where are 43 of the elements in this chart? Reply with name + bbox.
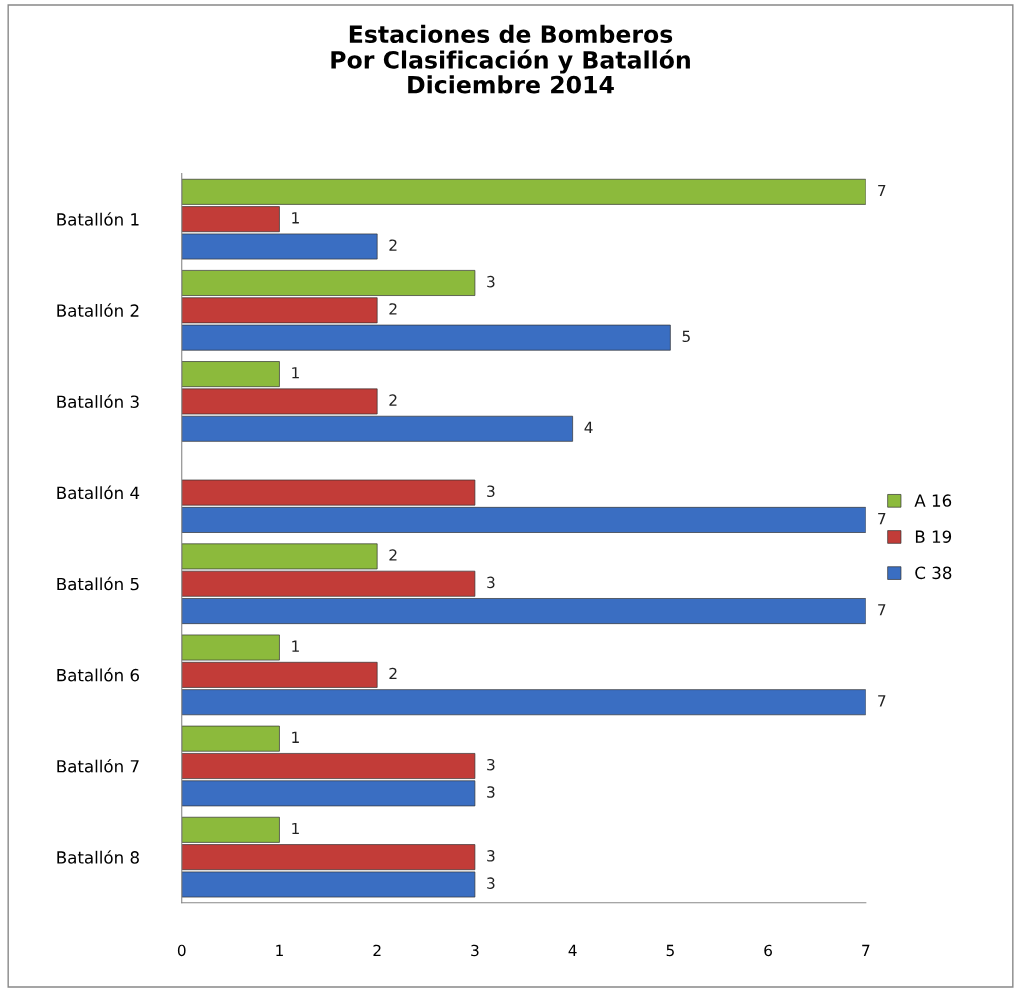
- legend-label: A 16: [914, 494, 952, 507]
- data-label: 2: [389, 667, 397, 680]
- data-label: 3: [487, 275, 495, 288]
- x-tick-label: 2: [373, 944, 381, 956]
- x-tick-label: 6: [764, 944, 772, 957]
- y-tick-label: Batallón 5: [57, 576, 139, 591]
- data-label: 2: [389, 239, 397, 251]
- y-tick-label: Batallón 3: [57, 394, 139, 409]
- data-label: 7: [878, 604, 886, 616]
- data-label: 4: [584, 421, 593, 434]
- x-tick-label: 7: [862, 944, 870, 956]
- data-label: 3: [487, 877, 495, 889]
- data-label: 7: [878, 513, 886, 525]
- data-label: 1: [292, 212, 299, 224]
- y-tick-label: Batallón 7: [57, 759, 139, 773]
- data-label: 7: [878, 695, 886, 707]
- data-label: 3: [487, 758, 495, 771]
- data-label: 1: [292, 731, 299, 743]
- data-label: 2: [389, 303, 397, 315]
- data-label: 3: [487, 786, 495, 798]
- x-tick-label: 4: [568, 944, 577, 956]
- data-label: 7: [878, 184, 886, 197]
- y-tick-label: Batallón 8: [57, 850, 139, 864]
- data-label: 2: [389, 394, 397, 406]
- legend-label: C 38: [915, 566, 952, 580]
- data-label: 3: [487, 576, 495, 589]
- data-label: 3: [487, 850, 495, 862]
- data-label: 1: [292, 640, 299, 652]
- data-label: 1: [292, 822, 299, 835]
- data-label: 2: [389, 549, 397, 561]
- chart-title: Estaciones de Bomberos Por Clasificación y Batallón Diciembre 2014: [331, 24, 690, 94]
- data-label: 5: [682, 330, 690, 343]
- legend-label: B 19: [915, 530, 952, 543]
- x-tick-label: 3: [471, 944, 479, 957]
- data-label: 3: [487, 485, 495, 498]
- x-tick-label: 5: [666, 944, 674, 957]
- y-tick-label: Batallón 1: [57, 212, 139, 226]
- y-tick-label: Batallón 6: [57, 667, 140, 682]
- y-tick-label: Batallón 4: [57, 485, 140, 500]
- data-label: 1: [292, 367, 299, 379]
- x-tick-label: 1: [276, 944, 283, 956]
- y-tick-label: Batallón 2: [57, 303, 139, 317]
- x-tick-label: 0: [177, 944, 186, 957]
